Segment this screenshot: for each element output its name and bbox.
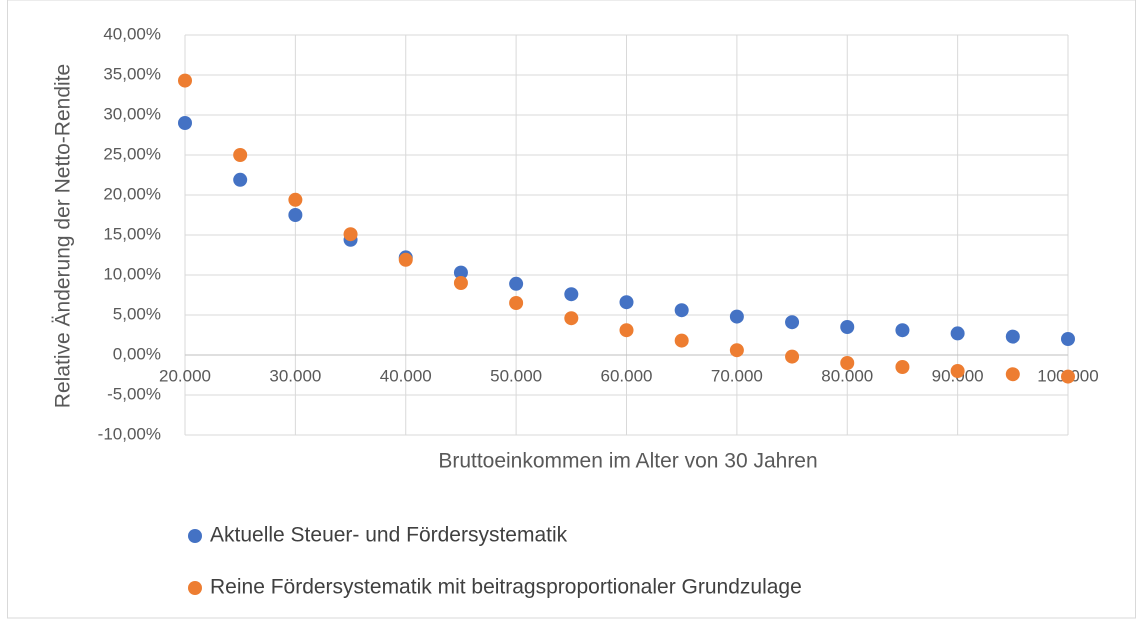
point (1061, 369, 1075, 384)
x-tick-label: 40.000 (380, 366, 432, 385)
x-tick-label: 80.000 (821, 366, 873, 385)
legend-marker (188, 581, 202, 595)
point (840, 320, 855, 334)
point (619, 323, 634, 338)
y-tick-label: 0,00% (113, 344, 161, 363)
point (1005, 329, 1020, 344)
point (619, 295, 634, 310)
point (729, 309, 744, 324)
y-tick-label: 5,00% (113, 304, 161, 323)
y-tick-label: 15,00% (103, 224, 161, 243)
x-tick-label: 30.000 (269, 366, 321, 385)
y-tick-label: -5,00% (107, 384, 161, 403)
point (729, 343, 744, 358)
y-tick-label: 35,00% (103, 64, 161, 83)
legend-label: Reine Fördersystematik mit beitragspropo… (210, 576, 802, 599)
point (398, 252, 413, 267)
point (840, 356, 855, 370)
point (233, 172, 248, 187)
point (288, 208, 303, 222)
point (895, 323, 910, 338)
point (1005, 367, 1020, 382)
point (785, 349, 800, 364)
point (343, 227, 358, 242)
y-axis-title: Relative Änderung der Netto-Rendite (52, 64, 75, 408)
point (509, 276, 524, 291)
point (178, 116, 192, 130)
x-axis-title: Bruttoeinkommen im Alter von 30 Jahren (438, 450, 817, 473)
y-tick-label: -10,00% (98, 424, 161, 443)
x-tick-label: 70.000 (711, 366, 763, 385)
x-tick-label: 60.000 (601, 366, 653, 385)
y-tick-label: 25,00% (103, 144, 161, 163)
point (233, 148, 248, 162)
legend-label: Aktuelle Steuer- und Fördersystematik (210, 524, 568, 547)
y-tick-label: 30,00% (103, 104, 161, 123)
point (950, 326, 965, 341)
y-tick-label: 40,00% (103, 24, 161, 43)
point (453, 276, 468, 290)
point (509, 296, 524, 310)
point (453, 265, 468, 280)
x-tick-label: 50.000 (490, 366, 542, 385)
point (674, 303, 689, 318)
point (785, 315, 800, 330)
x-tick-label: 20.000 (159, 366, 211, 385)
point (288, 192, 303, 207)
legend-marker (188, 529, 202, 543)
point (178, 73, 192, 88)
point (895, 360, 910, 374)
y-tick-label: 20,00% (103, 184, 161, 203)
point (564, 287, 579, 302)
y-tick-label: 10,00% (103, 264, 161, 283)
point (1061, 332, 1075, 346)
point (674, 333, 689, 348)
point (564, 311, 579, 326)
chart-border (7, 0, 1136, 619)
point (950, 364, 965, 378)
